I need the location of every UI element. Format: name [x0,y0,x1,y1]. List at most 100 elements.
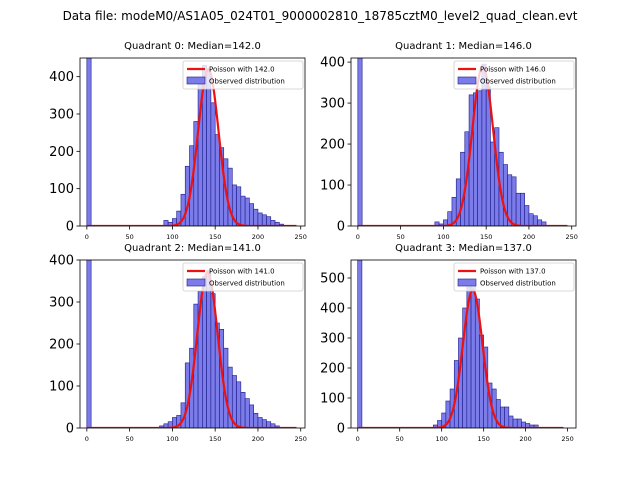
y-tick-label: 400 [49,70,74,85]
x-tick-label: 150 [209,233,221,241]
histogram-bar [266,216,272,226]
legend-frame [453,60,575,90]
histogram-bar [490,141,496,226]
legend-observed-swatch [186,76,206,85]
y-tick-label: 300 [320,97,345,112]
histogram-bar [508,415,514,428]
x-tick-label: 100 [437,233,449,241]
histogram-bar [532,215,538,226]
legend-observed-label: Observed distribution [480,280,556,288]
histogram-bar [477,90,483,226]
quadrant-2-panel: Quadrant 2: Median=141.0 0 50 100 150 200 250 0… [49,243,307,443]
y-tick-label: 100 [49,182,74,197]
y-tick-label: 200 [320,138,345,153]
histogram-bar [240,391,246,428]
histogram-bar [524,205,530,226]
histogram-bar [257,212,263,226]
legend-frame [453,262,575,292]
y-tick-label: 0 [66,422,74,437]
histogram-bar [515,192,521,226]
poisson-curve [86,271,297,428]
x-tick-label: 150 [209,435,221,443]
histogram-bar [244,197,250,226]
histogram-bar [253,208,259,226]
histogram-bar [86,58,92,226]
histogram-bar [470,285,476,428]
y-tick-label: 400 [49,254,74,269]
y-tick-label: 200 [49,338,74,353]
histogram-bar [236,186,242,226]
histogram-bar [261,419,267,428]
x-tick-label: 200 [519,435,531,443]
y-tick-label: 400 [320,56,345,71]
histogram-bar [210,102,216,226]
histogram-bar [533,424,539,428]
histogram-bar [240,195,246,226]
histogram-bar [528,213,534,226]
y-tick-label: 0 [337,422,345,437]
x-tick-label: 50 [396,435,404,443]
legend-poisson-label: Poisson with 141.0 [209,268,275,276]
x-tick-label: 0 [356,435,360,443]
histogram-bar [520,192,525,226]
x-tick-label: 250 [561,435,573,443]
histogram-bar [261,214,267,226]
x-tick-label: 150 [480,233,492,241]
histogram-bar [253,412,259,428]
axes-frame [350,57,577,227]
histogram-bar [202,276,207,428]
x-tick-label: 100 [166,233,178,241]
quadrant-2-title: Quadrant 2: Median=141.0 [124,243,261,254]
poisson-curve [86,67,297,226]
legend-frame [182,60,304,90]
x-tick-label: 250 [566,233,578,241]
x-tick-label: 0 [85,435,89,443]
histogram-bar [236,381,242,428]
quadrant-3-panel: Quadrant 3: Median=137.0 0 50 100 150 200 250 0… [320,243,577,443]
x-tick-label: 100 [435,435,447,443]
histogram-bar [511,176,517,226]
y-tick-label: 400 [320,302,345,317]
x-tick-label: 50 [396,233,404,241]
histogram-bar [257,417,263,428]
x-tick-label: 0 [356,233,360,241]
histogram-bar [214,134,220,226]
histogram-bar [249,203,254,226]
x-tick-label: 250 [295,435,307,443]
poisson-curve [357,64,568,226]
histogram-bar [86,260,92,428]
histogram-bars [357,260,539,428]
histogram-bar [206,68,212,226]
y-tick-label: 100 [49,380,74,395]
y-tick-label: 0 [337,220,345,235]
figure-suptitle: Data file: modeM0/AS1A05_024T01_90000028… [63,9,578,23]
legend-poisson-label: Poisson with 137.0 [480,268,546,276]
histogram-bar [512,418,518,428]
axes-frame [79,57,306,227]
y-tick-label: 100 [320,179,345,194]
legend-poisson-label: Poisson with 146.0 [480,66,546,74]
y-tick-label: 500 [320,272,345,287]
legend-observed-label: Observed distribution [209,78,285,86]
legend-observed-swatch [186,278,206,287]
legend-observed-label: Observed distribution [480,78,556,86]
legend-observed-label: Observed distribution [209,280,285,288]
histogram-bar [249,404,254,428]
x-tick-label: 50 [125,233,133,241]
legend: Poisson with 141.0 Observed distribution [182,262,304,292]
y-tick-label: 300 [49,296,74,311]
x-tick-label: 200 [523,233,535,241]
histogram-bar [244,398,250,428]
axes-frame [350,259,577,429]
poisson-curve [357,288,564,428]
y-tick-label: 100 [320,392,345,407]
quadrant-0-panel: Quadrant 0: Median=142.0 0 50 100 150 200 250 0… [49,41,307,241]
x-tick-label: 0 [85,233,89,241]
x-tick-label: 50 [125,435,133,443]
y-tick-label: 300 [49,108,74,123]
quadrant-1-title: Quadrant 1: Median=146.0 [395,41,532,52]
y-tick-label: 200 [320,362,345,377]
y-tick-label: 200 [49,145,74,160]
y-tick-label: 0 [66,220,74,235]
histogram-bar [227,167,233,226]
